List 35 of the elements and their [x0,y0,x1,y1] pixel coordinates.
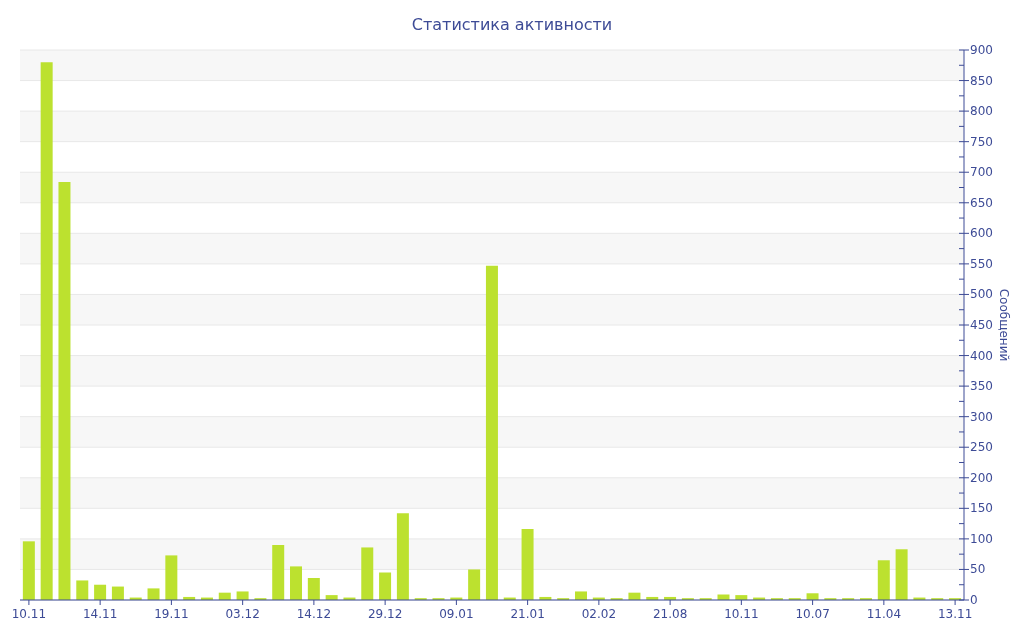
chart-title: Статистика активности [410,15,614,35]
x-tick-label: 13.11 [937,607,973,621]
x-tick-label: 11.04 [866,607,902,621]
x-tick-label: 03.12 [225,607,260,621]
y-tick-label: 750 [970,134,993,149]
y-tick-label: 200 [970,470,993,485]
y-tick-label: 650 [970,195,993,210]
x-tick-label: 10.07 [795,607,830,621]
y-axis-title: Сообщений [997,288,1011,362]
x-tick-label: 21.01 [510,607,545,621]
y-tick-label: 850 [970,73,993,88]
y-tick-label: 250 [970,440,993,455]
x-tick-label: 21.08 [652,607,688,621]
x-tick-label: 09.01 [439,607,474,621]
y-tick-label: 550 [970,256,993,271]
y-tick-label: 450 [970,318,993,332]
y-tick-label: 300 [970,409,993,424]
x-tick-label: 10.11 [11,607,47,621]
x-tick-label: 10.11 [724,607,759,621]
y-tick-label: 350 [970,379,993,394]
y-tick-label: 700 [970,165,993,180]
y-tick-label: 400 [970,348,993,363]
x-tick-label: 14.11 [82,607,118,621]
x-tick-label: 19.11 [154,607,189,621]
y-tick-label: 600 [970,226,993,241]
x-tick-label: 02.02 [581,607,617,621]
y-tick-label: 800 [970,104,993,119]
y-tick-label: 900 [970,43,993,57]
y-tick-label: 100 [970,531,993,546]
y-tick-label: 0 [970,593,978,607]
y-tick-label: 150 [970,501,993,516]
x-tick-label: 14.12 [296,607,332,621]
x-tick-label: 29.12 [367,607,403,621]
y-tick-label: 500 [970,287,993,302]
y-tick-label: 50 [970,562,986,577]
